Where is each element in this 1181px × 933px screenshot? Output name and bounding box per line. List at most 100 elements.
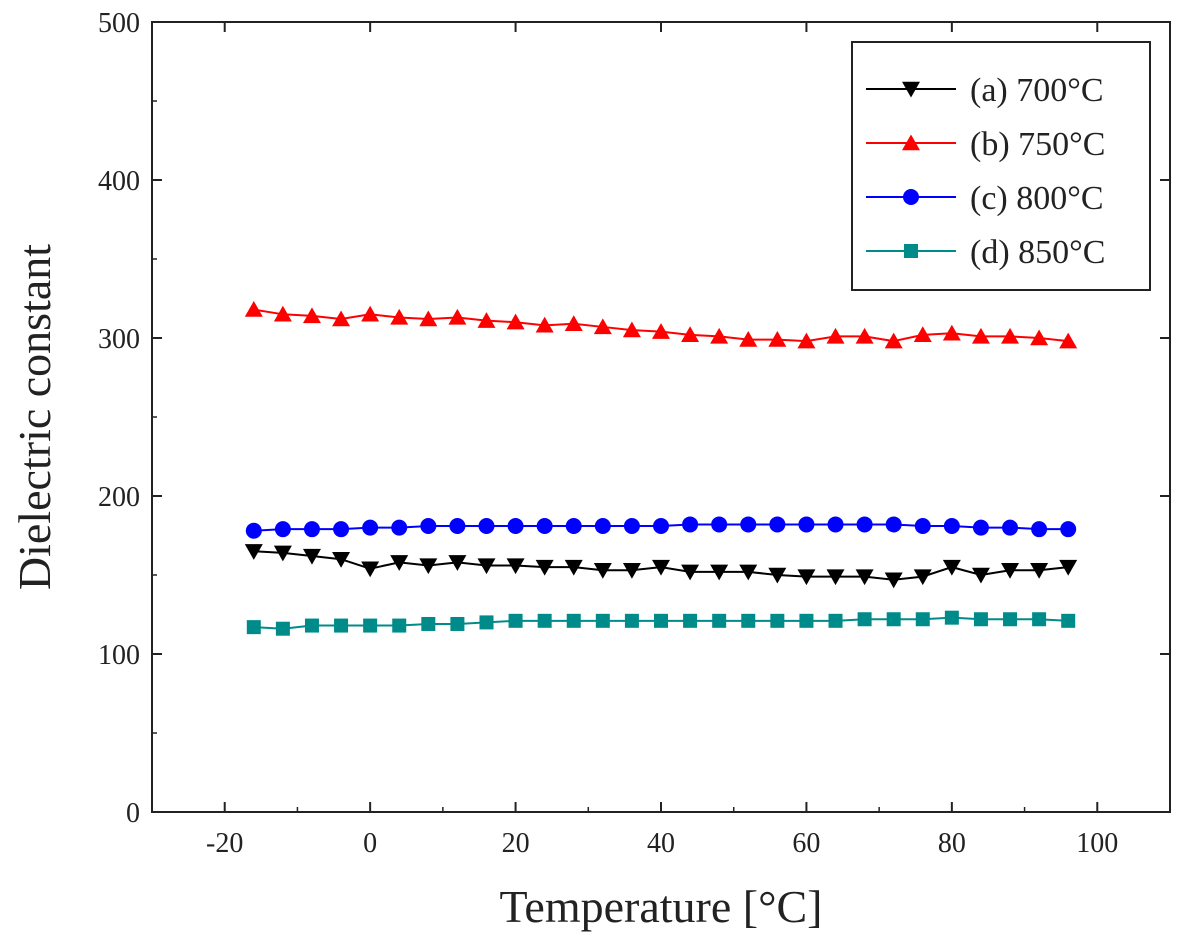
- data-point: [478, 518, 495, 535]
- data-point: [741, 613, 756, 628]
- data-point: [971, 567, 990, 584]
- data-point: [595, 613, 610, 628]
- data-point: [739, 331, 758, 347]
- data-point: [246, 620, 261, 635]
- data-point: [333, 521, 350, 538]
- data-point: [244, 301, 263, 317]
- data-point: [594, 518, 611, 535]
- data-point: [1002, 519, 1019, 536]
- y-axis-ticks: 0 100 200 300 400 500: [98, 8, 1170, 829]
- data-point: [886, 612, 901, 627]
- data-point: [855, 569, 874, 586]
- data-point: [797, 569, 816, 586]
- data-point: [566, 613, 581, 628]
- data-point: [390, 555, 409, 571]
- legend: (a) 700°C (b) 750°C (c) 800°C (d) 850°C: [851, 41, 1151, 291]
- x-tick-label: 100: [1076, 828, 1118, 859]
- x-axis-ticks: -20 0 20 40 60 80 100: [206, 22, 1171, 859]
- legend-entry: (d) 850°C: [866, 234, 1105, 271]
- data-point: [622, 321, 641, 338]
- data-point: [798, 516, 815, 533]
- data-point: [712, 613, 727, 628]
- data-point: [273, 545, 292, 562]
- data-point: [1032, 612, 1047, 627]
- legend-marker: [903, 189, 919, 205]
- data-point: [506, 558, 525, 575]
- y-tick-label: 100: [98, 640, 140, 671]
- x-tick-label: 0: [363, 828, 377, 859]
- data-point: [624, 613, 639, 628]
- data-point: [361, 561, 380, 578]
- legend-marker: [904, 244, 918, 258]
- data-point: [739, 564, 758, 581]
- data-point: [826, 327, 845, 344]
- data-point: [943, 518, 960, 535]
- data-point: [1061, 613, 1076, 628]
- data-point: [769, 516, 786, 533]
- data-point: [710, 327, 729, 344]
- data-point: [856, 516, 873, 533]
- data-point: [274, 521, 291, 538]
- data-point: [971, 327, 990, 344]
- data-point: [363, 618, 378, 633]
- data-point: [304, 618, 319, 633]
- data-point: [564, 315, 583, 331]
- data-point: [508, 613, 523, 628]
- data-point: [593, 318, 612, 335]
- legend-box: [851, 41, 1151, 291]
- data-point: [972, 519, 989, 536]
- data-point: [652, 323, 670, 339]
- data-point: [913, 569, 932, 586]
- legend-label: (b) 750°C: [970, 126, 1105, 163]
- data-point: [652, 559, 670, 576]
- data-point: [448, 555, 467, 571]
- data-point: [392, 618, 407, 633]
- data-point: [275, 621, 290, 636]
- data-point: [593, 563, 612, 579]
- data-point: [450, 616, 465, 631]
- x-tick-label: 40: [647, 828, 675, 859]
- x-axis-title: Temperature [°C]: [500, 881, 823, 932]
- x-tick-label: 20: [502, 828, 530, 859]
- data-point: [770, 613, 785, 628]
- data-point: [884, 332, 903, 349]
- data-point: [855, 327, 874, 344]
- series-1: [244, 544, 1078, 589]
- y-tick-label: 200: [98, 482, 140, 513]
- data-point: [942, 559, 961, 576]
- data-point: [711, 516, 728, 533]
- legend-label: (d) 850°C: [970, 234, 1105, 271]
- data-point: [244, 544, 263, 560]
- legend-entry: (a) 700°C: [866, 72, 1104, 109]
- legend-marker: [902, 134, 920, 151]
- x-tick-label: 60: [792, 828, 820, 859]
- data-point: [797, 332, 816, 349]
- data-point: [1003, 612, 1018, 627]
- data-point: [564, 559, 583, 576]
- y-tick-label: 300: [98, 324, 140, 355]
- data-point: [710, 564, 729, 581]
- data-point: [245, 522, 262, 539]
- data-point: [740, 516, 757, 533]
- data-point: [683, 613, 698, 628]
- data-point: [827, 516, 844, 533]
- data-point: [334, 618, 349, 633]
- legend-marker: [902, 81, 920, 98]
- data-point: [913, 326, 932, 343]
- data-point: [420, 518, 437, 535]
- data-point: [362, 519, 379, 536]
- data-point: [654, 613, 668, 628]
- data-point: [681, 326, 700, 343]
- data-point: [449, 518, 466, 535]
- data-point: [681, 564, 700, 581]
- data-point: [565, 518, 582, 535]
- data-point: [682, 516, 699, 533]
- data-point: [1059, 332, 1078, 349]
- x-tick-label: 80: [938, 828, 966, 859]
- data-point: [915, 612, 930, 627]
- series-2: [244, 301, 1078, 349]
- data-point: [857, 612, 872, 627]
- data-point: [507, 518, 524, 535]
- data-point: [1030, 329, 1049, 346]
- data-point: [828, 613, 843, 628]
